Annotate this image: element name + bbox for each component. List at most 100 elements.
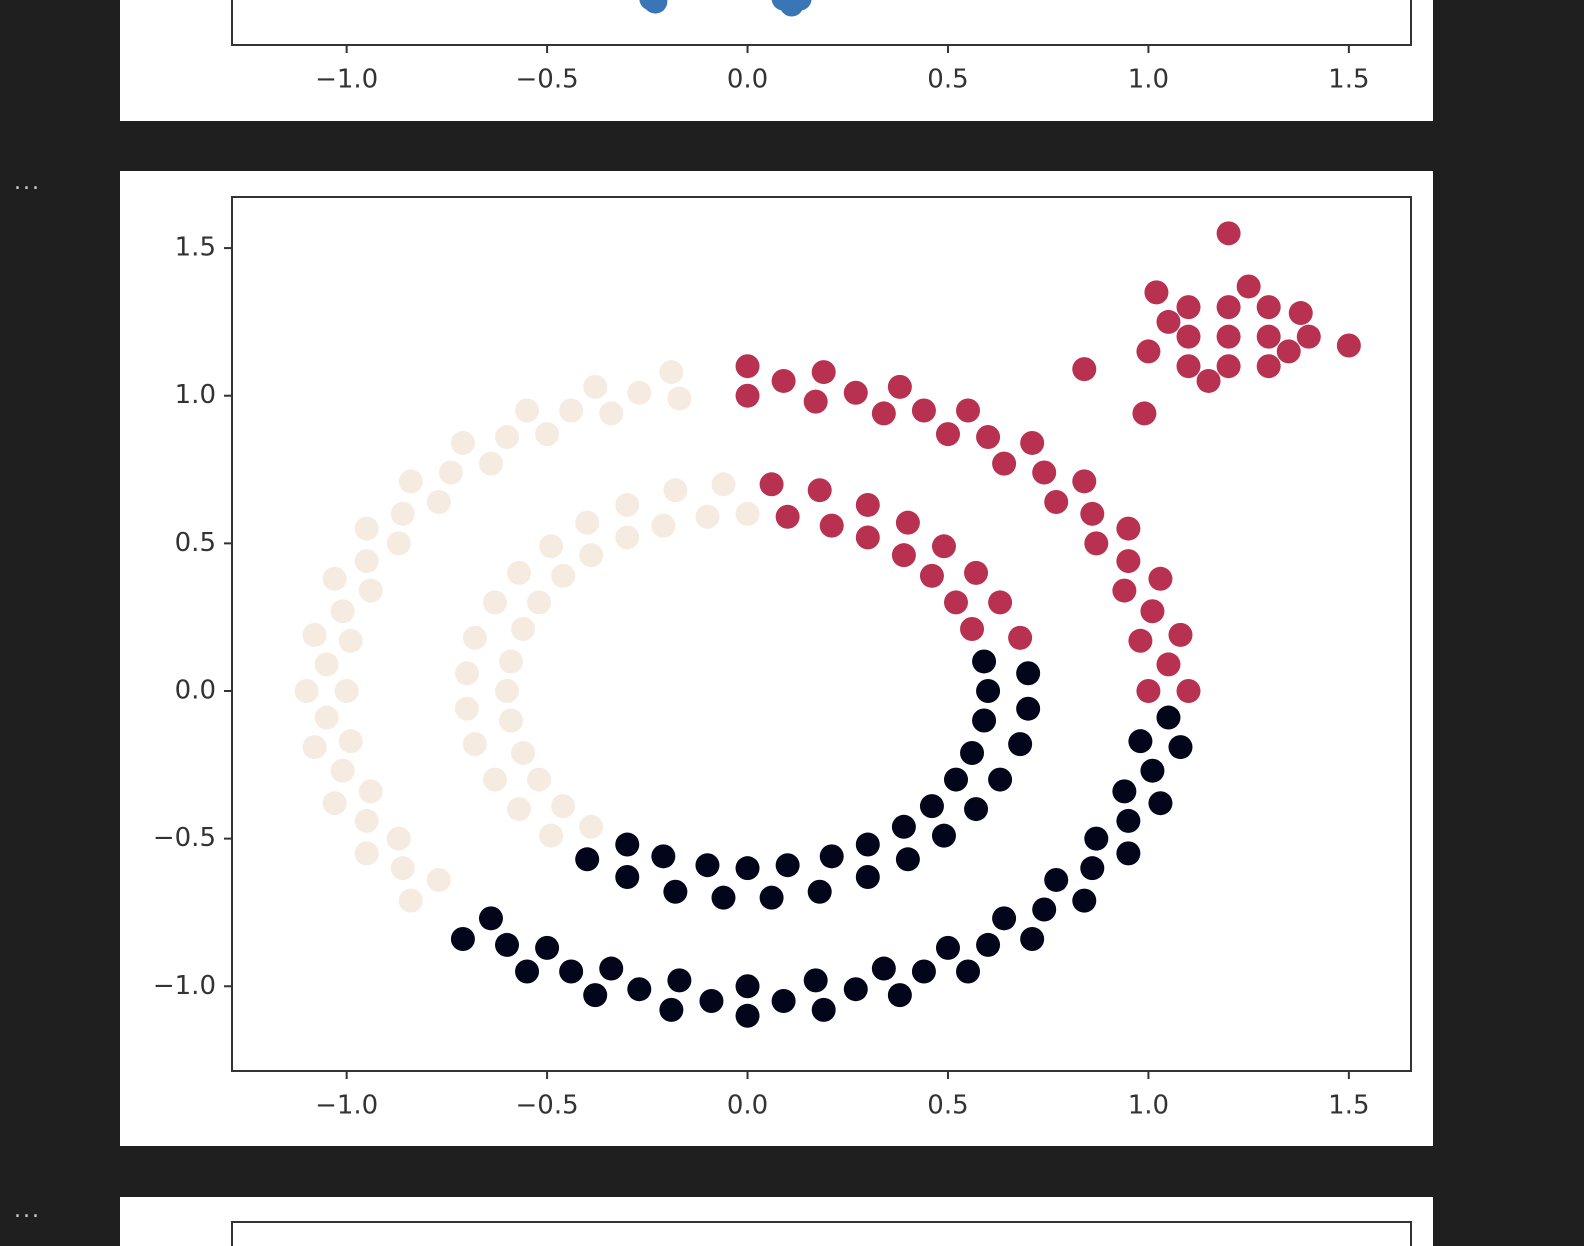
point — [1140, 758, 1165, 783]
point — [511, 616, 536, 641]
point — [1072, 357, 1097, 382]
x-tick-label: −1.0 — [315, 1091, 378, 1121]
point — [438, 460, 463, 485]
x-tick-label: 0.5 — [927, 65, 968, 95]
point — [1144, 280, 1169, 305]
point — [976, 425, 1001, 450]
point — [972, 649, 997, 674]
point — [507, 560, 532, 585]
point — [964, 560, 989, 585]
point — [559, 959, 584, 984]
x-tick-label: 0.5 — [927, 1091, 968, 1121]
point — [1072, 469, 1097, 494]
point — [943, 590, 968, 615]
point — [775, 853, 800, 878]
point — [539, 823, 564, 848]
axes-frame — [231, 196, 1412, 1072]
point — [1020, 430, 1045, 455]
output-prompt[interactable]: ... — [14, 170, 41, 195]
point — [855, 492, 880, 517]
x-tick-label: 1.0 — [1128, 1091, 1169, 1121]
point — [1008, 625, 1033, 650]
x-tick-label: 1.5 — [1328, 1091, 1369, 1121]
output-prompt[interactable]: ... — [14, 1198, 41, 1223]
point — [771, 368, 796, 393]
point — [659, 997, 684, 1022]
point — [294, 678, 319, 703]
point — [527, 590, 552, 615]
point — [663, 879, 688, 904]
point — [386, 531, 411, 556]
point — [338, 729, 363, 754]
point — [1296, 324, 1321, 349]
point — [1168, 735, 1193, 760]
point — [887, 374, 912, 399]
point — [643, 0, 668, 14]
point — [539, 534, 564, 559]
x-tick-label: 1.0 — [1128, 65, 1169, 95]
point — [1112, 779, 1137, 804]
point — [1196, 368, 1221, 393]
chart: −1.0 −0.5 0.0 0.5 1.0 1.5 −1.0 −0.5 0.0 0.5 1.0 1.5 — [120, 171, 1433, 1146]
point — [599, 401, 624, 426]
point — [1136, 339, 1161, 364]
point — [1084, 531, 1109, 556]
point — [482, 590, 507, 615]
point — [1156, 309, 1181, 334]
y-tick-label: 0.0 — [175, 675, 216, 705]
point — [667, 968, 692, 993]
point — [354, 549, 379, 574]
point — [667, 386, 692, 411]
point — [1128, 729, 1153, 754]
point — [1136, 678, 1161, 703]
point — [358, 578, 383, 603]
point — [1116, 549, 1141, 574]
point — [1140, 599, 1165, 624]
point — [314, 705, 339, 730]
point — [735, 354, 760, 379]
point — [1032, 897, 1057, 922]
point — [943, 767, 968, 792]
y-tick-label: 0.5 — [175, 528, 216, 558]
point — [1236, 274, 1261, 299]
point — [1148, 566, 1173, 591]
y-tick-label: 1.5 — [175, 233, 216, 263]
point — [931, 534, 956, 559]
point — [663, 478, 688, 503]
point — [803, 389, 828, 414]
point — [787, 0, 812, 11]
point — [871, 401, 896, 426]
point — [911, 959, 936, 984]
point — [551, 563, 576, 588]
point — [855, 832, 880, 857]
point — [426, 867, 451, 892]
point — [1016, 696, 1041, 721]
point — [1116, 516, 1141, 541]
point — [535, 422, 560, 447]
point — [1128, 628, 1153, 653]
point — [891, 543, 916, 568]
point — [426, 490, 451, 515]
point — [819, 513, 844, 538]
point — [1044, 867, 1069, 892]
point — [711, 472, 736, 497]
point — [895, 510, 920, 535]
point — [887, 983, 912, 1008]
point — [811, 360, 836, 385]
axes-frame — [231, 0, 1412, 46]
point — [615, 492, 640, 517]
point — [398, 888, 423, 913]
point — [386, 826, 411, 851]
point — [891, 814, 916, 839]
point — [495, 678, 520, 703]
point — [1256, 295, 1281, 320]
point — [1044, 490, 1069, 515]
point — [711, 885, 736, 910]
point — [659, 360, 684, 385]
point — [651, 844, 676, 869]
point — [735, 856, 760, 881]
point — [871, 956, 896, 981]
point — [482, 767, 507, 792]
point — [478, 906, 503, 931]
point — [895, 847, 920, 872]
